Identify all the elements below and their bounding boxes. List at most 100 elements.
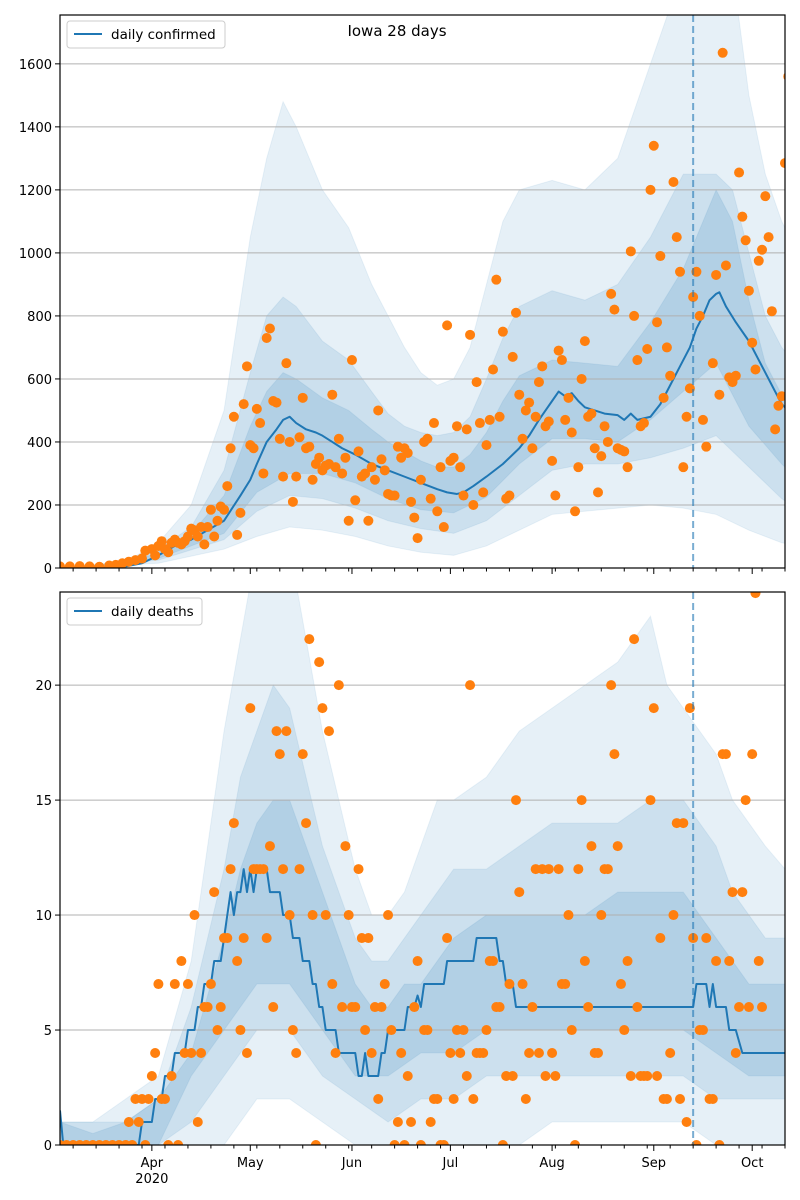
data-point bbox=[484, 414, 495, 425]
data-point bbox=[570, 506, 581, 517]
data-point bbox=[658, 392, 669, 403]
data-point bbox=[504, 490, 515, 501]
data-point bbox=[314, 657, 325, 668]
data-point bbox=[127, 1140, 138, 1145]
data-point bbox=[307, 910, 318, 921]
data-point bbox=[340, 841, 351, 852]
data-point bbox=[212, 515, 223, 526]
data-point bbox=[455, 1048, 466, 1059]
data-point bbox=[547, 455, 558, 466]
data-point bbox=[776, 391, 785, 402]
data-point bbox=[760, 191, 771, 202]
data-point bbox=[599, 421, 610, 432]
data-point bbox=[232, 529, 243, 540]
data-point bbox=[465, 680, 476, 691]
data-point bbox=[169, 979, 180, 990]
data-point bbox=[281, 726, 292, 737]
data-point bbox=[310, 1140, 321, 1145]
data-point bbox=[461, 1071, 472, 1082]
data-point bbox=[648, 140, 659, 151]
data-point bbox=[675, 266, 686, 277]
data-point bbox=[629, 634, 640, 645]
data-point bbox=[724, 956, 735, 967]
data-point bbox=[517, 433, 528, 444]
data-point bbox=[386, 1025, 397, 1036]
data-point bbox=[248, 443, 259, 454]
data-point bbox=[337, 1002, 348, 1013]
y-tick-label: 10 bbox=[35, 909, 52, 924]
data-point bbox=[497, 326, 508, 337]
data-point bbox=[707, 358, 718, 369]
data-point bbox=[297, 392, 308, 403]
data-point bbox=[615, 979, 626, 990]
data-point bbox=[209, 531, 220, 542]
data-point bbox=[579, 956, 590, 967]
data-point bbox=[255, 418, 266, 429]
data-point bbox=[399, 1140, 410, 1145]
data-point bbox=[392, 1117, 403, 1128]
data-point bbox=[202, 1002, 213, 1013]
data-point bbox=[409, 512, 420, 523]
data-point bbox=[570, 1140, 581, 1145]
data-point bbox=[524, 397, 535, 408]
data-point bbox=[717, 47, 728, 58]
data-point bbox=[241, 361, 252, 372]
data-point bbox=[740, 795, 751, 806]
data-point bbox=[60, 561, 65, 568]
data-point bbox=[278, 864, 289, 875]
data-point bbox=[343, 515, 354, 526]
data-point bbox=[622, 462, 633, 473]
data-point bbox=[442, 933, 453, 944]
data-point bbox=[753, 956, 764, 967]
band-middle bbox=[60, 173, 785, 568]
data-point bbox=[681, 1117, 692, 1128]
data-point bbox=[186, 1048, 197, 1059]
data-point bbox=[448, 452, 459, 463]
y-tick-label: 0 bbox=[44, 1139, 52, 1154]
data-point bbox=[140, 1140, 151, 1145]
data-point bbox=[665, 370, 676, 381]
data-point bbox=[566, 1025, 577, 1036]
data-point bbox=[287, 1025, 298, 1036]
data-point bbox=[156, 536, 167, 547]
data-point bbox=[720, 260, 731, 271]
data-point bbox=[734, 167, 745, 178]
data-point bbox=[583, 1002, 594, 1013]
data-point bbox=[389, 1140, 400, 1145]
data-point bbox=[379, 979, 390, 990]
data-point bbox=[438, 522, 449, 533]
data-point bbox=[566, 427, 577, 438]
data-point bbox=[665, 1048, 676, 1059]
data-point bbox=[573, 462, 584, 473]
data-point bbox=[740, 235, 751, 246]
data-point bbox=[238, 399, 249, 410]
data-point bbox=[675, 1094, 686, 1105]
data-point bbox=[543, 864, 554, 875]
data-point bbox=[268, 1002, 279, 1013]
data-point bbox=[770, 424, 781, 435]
data-point bbox=[474, 418, 485, 429]
data-point bbox=[317, 703, 328, 714]
data-point bbox=[520, 405, 531, 416]
data-point bbox=[547, 1048, 558, 1059]
data-point bbox=[432, 506, 443, 517]
data-point bbox=[737, 887, 748, 898]
data-point bbox=[320, 910, 331, 921]
data-point bbox=[366, 1048, 377, 1059]
data-point bbox=[743, 1002, 754, 1013]
data-point bbox=[235, 507, 246, 518]
data-point bbox=[340, 452, 351, 463]
data-point bbox=[192, 1117, 203, 1128]
data-point bbox=[199, 539, 210, 550]
data-point bbox=[241, 1048, 252, 1059]
data-point bbox=[202, 522, 213, 533]
data-point bbox=[694, 310, 705, 321]
data-point bbox=[645, 795, 656, 806]
data-point bbox=[642, 344, 653, 355]
data-point bbox=[757, 244, 768, 255]
y-tick-label: 15 bbox=[35, 794, 52, 809]
data-point bbox=[271, 726, 282, 737]
data-point bbox=[671, 232, 682, 243]
data-point bbox=[678, 818, 689, 829]
